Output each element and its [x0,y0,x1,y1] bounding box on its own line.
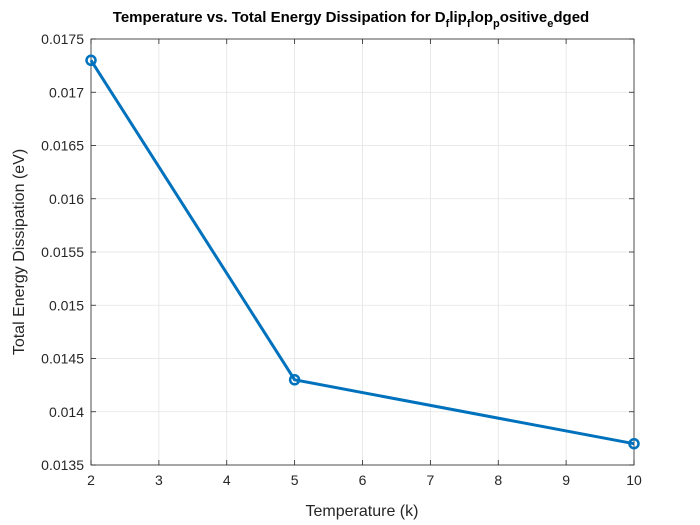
y-tick-label: 0.0175 [41,31,84,47]
y-tick-label: 0.015 [49,297,84,313]
y-tick-label: 0.0155 [41,244,84,260]
x-tick-label: 4 [223,472,231,488]
y-tick-labels: 0.0135 0.014 0.0145 0.015 0.0155 0.016 0.0165 0… [41,31,84,473]
y-axis-label: Total Energy Dissipation (eV) [11,149,28,355]
y-tick-label: 0.0135 [41,457,84,473]
x-tick-label: 7 [426,472,434,488]
data-point [288,374,301,386]
chart-title: Temperature vs. Total Energy Dissipation… [113,9,589,30]
title-segment: ositive [500,9,548,26]
series-layer [85,54,640,450]
tick-marks [90,38,635,466]
title-segment: lop [470,9,493,26]
x-tick-label: 8 [494,472,502,488]
title-subscript: p [493,18,500,30]
y-tick-label: 0.0145 [41,351,84,367]
x-tick-label: 3 [155,472,163,488]
series-line [89,59,635,446]
data-point [628,437,640,450]
title-segment: dged [553,9,589,26]
y-tick-label: 0.0165 [41,138,84,154]
title-subscript: f [446,18,450,30]
y-tick-label: 0.017 [49,84,84,100]
grid [90,38,635,466]
x-tick-label: 5 [291,472,299,488]
title-segment: lip [449,9,467,26]
title-segment: Temperature vs. Total Energy Dissipation… [113,9,446,26]
x-tick-label: 6 [359,472,367,488]
x-tick-labels: 2 3 4 5 6 7 8 9 10 [87,472,642,488]
x-tick-label: 9 [562,472,570,488]
title-subscript: e [547,18,553,30]
y-tick-label: 0.014 [49,404,84,420]
x-tick-label: 10 [626,472,642,488]
data-point [85,54,97,67]
title-subscript: f [467,18,471,30]
x-tick-label: 2 [87,472,95,488]
y-tick-label: 0.016 [49,191,84,207]
x-axis-label: Temperature (k) [306,503,419,520]
